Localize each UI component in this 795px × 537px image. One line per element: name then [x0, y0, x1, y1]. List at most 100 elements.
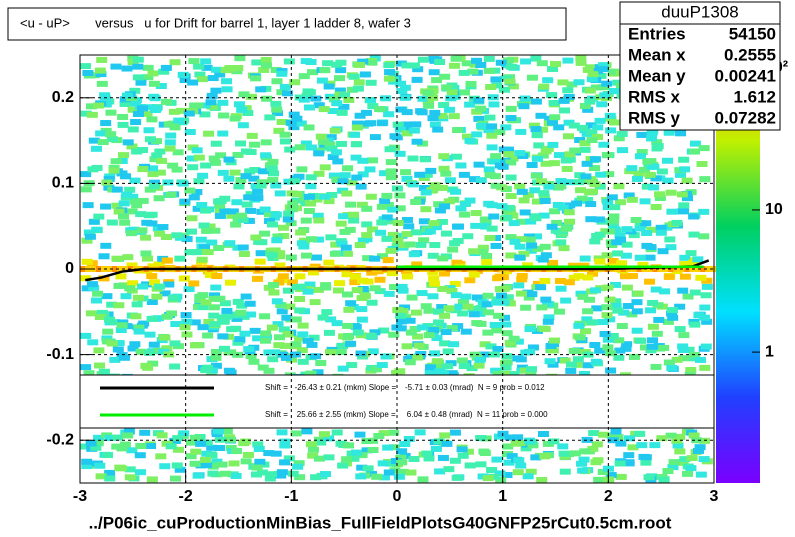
heatmap-cell	[694, 356, 706, 363]
heatmap-cell	[429, 350, 441, 357]
heatmap-cell	[448, 113, 460, 120]
heatmap-cell	[223, 333, 235, 340]
heatmap-cell	[601, 80, 613, 87]
heatmap-cell	[700, 266, 706, 272]
heatmap-cell	[273, 127, 285, 134]
heatmap-cell	[578, 456, 590, 463]
heatmap-cell	[98, 253, 110, 260]
heatmap-cell	[450, 188, 462, 195]
heatmap-cell	[623, 460, 635, 467]
heatmap-cell	[131, 148, 143, 155]
heatmap-cell	[377, 460, 389, 467]
heatmap-cell	[459, 211, 471, 218]
heatmap-cell	[245, 353, 257, 360]
heatmap-cell	[106, 136, 118, 143]
heatmap-cell	[310, 353, 322, 360]
heatmap-cell	[423, 307, 435, 314]
heatmap-cell	[91, 226, 103, 233]
heatmap-cell	[484, 114, 496, 121]
heatmap-cell	[377, 253, 389, 260]
heatmap-cell	[439, 73, 451, 80]
heatmap-cell	[439, 432, 451, 439]
heatmap-cell	[498, 285, 510, 292]
heatmap-cell	[553, 308, 565, 315]
heatmap-cell	[662, 468, 674, 475]
heatmap-cell	[483, 67, 495, 74]
heatmap-cell	[663, 359, 675, 366]
heatmap-cell	[302, 337, 314, 344]
heatmap-cell	[485, 343, 497, 350]
heatmap-cell	[634, 254, 646, 261]
heatmap-cell	[251, 471, 263, 478]
heatmap-cell	[644, 171, 656, 178]
heatmap-cell	[132, 56, 144, 63]
heatmap-cell	[452, 237, 464, 244]
heatmap-cell	[627, 444, 639, 451]
heatmap-cell	[530, 98, 542, 105]
heatmap-cell	[382, 257, 394, 264]
heatmap-cell	[297, 331, 309, 338]
heatmap-cell	[199, 102, 211, 109]
z-tick-label: 10	[765, 201, 783, 218]
heatmap-cell	[505, 252, 517, 259]
heatmap-cell	[343, 442, 355, 449]
heatmap-cell	[450, 55, 462, 62]
heatmap-cell	[699, 364, 711, 371]
heatmap-cell	[281, 90, 293, 97]
heatmap-cell	[404, 359, 416, 366]
heatmap-cell	[672, 442, 684, 449]
heatmap-cell	[411, 261, 423, 268]
heatmap-cell	[161, 345, 173, 352]
heatmap-cell	[255, 86, 267, 93]
heatmap-cell	[215, 152, 227, 159]
heatmap-cell	[502, 294, 514, 301]
heatmap-cell	[134, 469, 146, 476]
heatmap-cell	[650, 175, 662, 182]
heatmap-cell	[164, 139, 176, 146]
heatmap-cell	[86, 111, 98, 118]
heatmap-cell	[694, 444, 706, 451]
heatmap-cell	[147, 171, 159, 178]
heatmap-cell	[618, 309, 630, 316]
heatmap-cell	[581, 316, 593, 323]
heatmap-cell	[585, 122, 597, 129]
heatmap-cell	[446, 287, 458, 294]
heatmap-cell	[208, 304, 220, 311]
heatmap-cell	[251, 464, 263, 471]
heatmap-cell	[426, 187, 438, 194]
heatmap-cell	[604, 316, 616, 323]
heatmap-cell	[277, 273, 289, 280]
x-tick-label: -3	[73, 488, 87, 505]
heatmap-cell	[281, 314, 293, 321]
heatmap-cell	[539, 453, 551, 460]
heatmap-cell	[300, 58, 312, 65]
heatmap-cell	[276, 469, 288, 476]
heatmap-cell	[563, 279, 575, 286]
heatmap-cell	[149, 156, 161, 163]
heatmap-cell	[243, 346, 255, 353]
heatmap-cell	[213, 245, 225, 252]
heatmap-cell	[294, 335, 306, 342]
heatmap-cell	[387, 231, 399, 238]
heatmap-cell	[232, 151, 244, 158]
heatmap-cell	[305, 200, 317, 207]
heatmap-cell	[208, 155, 220, 162]
heatmap-cell	[305, 441, 317, 448]
heatmap-cell	[549, 208, 561, 215]
heatmap-cell	[562, 57, 574, 64]
heatmap-cell	[136, 227, 148, 234]
heatmap-cell	[489, 321, 501, 328]
heatmap-cell	[498, 299, 510, 306]
heatmap-cell	[235, 177, 247, 184]
heatmap-cell	[131, 301, 143, 308]
heatmap-cell	[630, 216, 642, 223]
heatmap-cell	[443, 466, 455, 473]
heatmap-cell	[457, 452, 469, 459]
heatmap-cell	[575, 290, 587, 297]
heatmap-cell	[611, 239, 623, 246]
heatmap-cell	[689, 140, 701, 147]
heatmap-cell	[527, 344, 539, 351]
heatmap-cell	[367, 446, 379, 453]
heatmap-cell	[91, 297, 103, 304]
heatmap-cell	[279, 442, 291, 449]
